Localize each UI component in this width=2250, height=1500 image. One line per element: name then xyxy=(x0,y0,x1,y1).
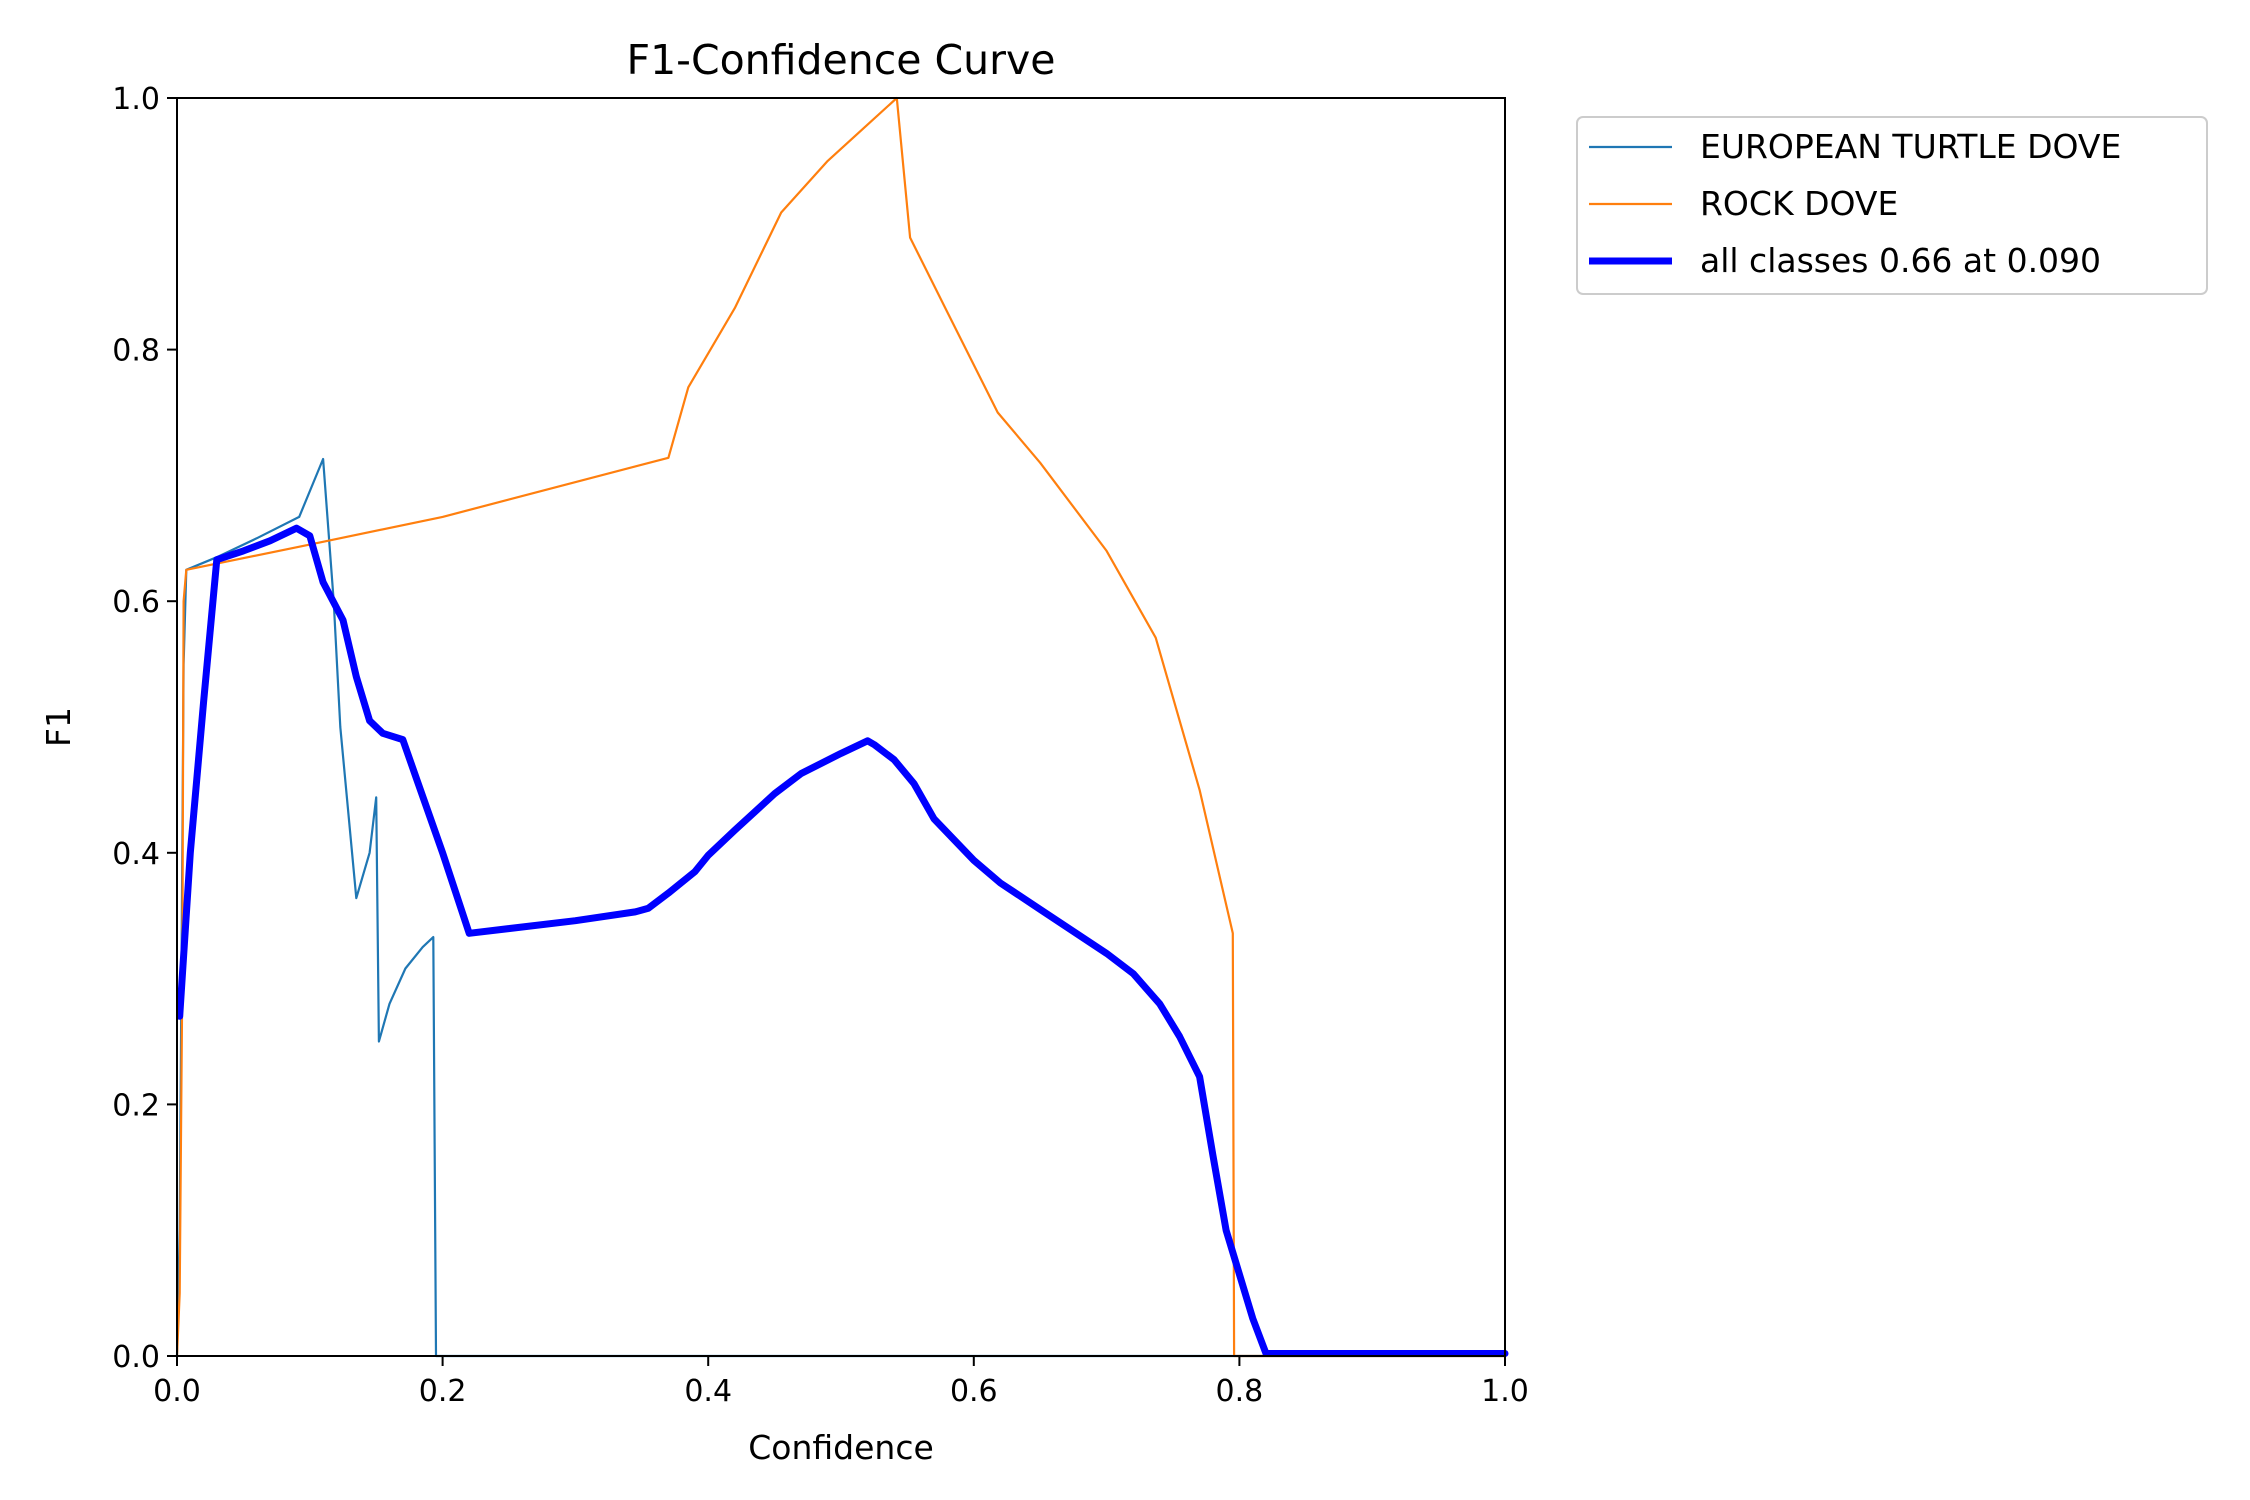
series-layer xyxy=(175,96,1509,1358)
x-tick-label: 1.0 xyxy=(1481,1374,1529,1409)
y-tick-label: 0.6 xyxy=(112,585,160,620)
y-tick-label: 1.0 xyxy=(112,82,160,117)
x-tick-label: 0.4 xyxy=(684,1374,732,1409)
x-tick-label: 0.6 xyxy=(950,1374,998,1409)
plot-area xyxy=(177,98,1505,1356)
legend-label-2: all classes 0.66 at 0.090 xyxy=(1700,241,2101,280)
legend-label-0: EUROPEAN TURTLE DOVE xyxy=(1700,127,2121,166)
x-axis-label: Confidence xyxy=(748,1428,934,1467)
y-tick-label: 0.0 xyxy=(112,1340,160,1375)
plot-frame xyxy=(176,97,1506,1357)
legend: EUROPEAN TURTLE DOVE ROCK DOVE all classes… xyxy=(1576,116,2208,295)
x-tick-label: 0.0 xyxy=(153,1374,201,1409)
y-tick-label: 0.2 xyxy=(112,1088,160,1123)
y-axis-label: F1 xyxy=(39,707,78,747)
ticks-layer: 0.0 0.2 0.4 0.6 0.8 1.0 0.0 0.2 0.4 0.6 0.8 1.0 xyxy=(112,82,1529,1409)
chart-title: F1-Confidence Curve xyxy=(627,36,1056,84)
series-line-2 xyxy=(176,524,1509,1357)
series-line-1 xyxy=(175,96,1507,1358)
x-tick-label: 0.2 xyxy=(419,1374,467,1409)
legend-frame xyxy=(1576,116,2208,295)
y-tick-label: 0.8 xyxy=(112,334,160,369)
legend-label-1: ROCK DOVE xyxy=(1700,184,1898,223)
x-tick-label: 0.8 xyxy=(1216,1374,1264,1409)
y-tick-label: 0.4 xyxy=(112,837,160,872)
